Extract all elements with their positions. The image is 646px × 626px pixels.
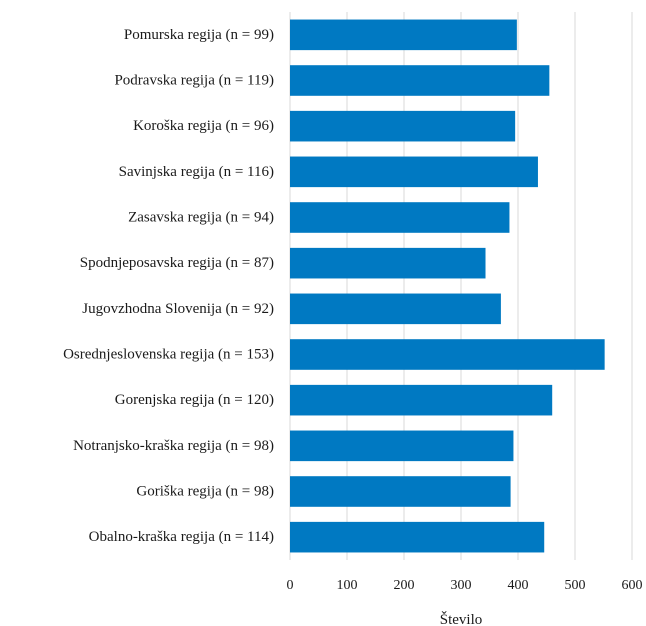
category-label: Pomurska regija (n = 99) <box>124 27 274 43</box>
category-label: Koroška regija (n = 96) <box>133 118 274 134</box>
bar <box>290 156 538 188</box>
bar <box>290 247 486 279</box>
bars <box>290 19 605 553</box>
bar <box>290 293 501 325</box>
bar <box>290 19 517 51</box>
x-tick-label: 500 <box>565 578 586 593</box>
category-label: Jugovzhodna Slovenija (n = 92) <box>82 301 274 317</box>
bar <box>290 65 550 96</box>
category-label: Goriška regija (n = 98) <box>136 484 274 500</box>
bar <box>290 384 553 416</box>
x-tick-label: 300 <box>451 578 472 593</box>
category-labels: Pomurska regija (n = 99) Podravska regija… <box>63 27 274 545</box>
x-tick-label: 200 <box>394 578 415 593</box>
x-axis-ticks: 0 100 200 300 400 500 600 <box>287 578 643 593</box>
x-axis-title: Število <box>440 611 483 626</box>
x-tick-label: 400 <box>508 578 529 593</box>
bar <box>290 521 545 553</box>
category-label: Notranjsko-kraška regija (n = 98) <box>73 438 274 454</box>
category-label: Spodnjeposavska regija (n = 87) <box>80 255 274 271</box>
category-label: Obalno-kraška regija (n = 114) <box>89 529 274 545</box>
x-tick-label: 100 <box>337 578 358 593</box>
grid <box>289 12 633 560</box>
x-tick-label: 0 <box>287 578 294 593</box>
bar <box>290 430 514 462</box>
category-label: Gorenjska regija (n = 120) <box>115 392 274 408</box>
category-label: Podravska regija (n = 119) <box>114 73 274 89</box>
bar <box>290 476 511 507</box>
category-label: Zasavska regija (n = 94) <box>128 210 274 226</box>
category-label: Osrednjeslovenska regija (n = 153) <box>63 347 274 363</box>
bar <box>290 110 516 142</box>
bar <box>290 202 510 233</box>
category-label: Savinjska regija (n = 116) <box>119 164 274 180</box>
x-tick-label: 600 <box>622 578 643 593</box>
bar <box>290 339 605 370</box>
